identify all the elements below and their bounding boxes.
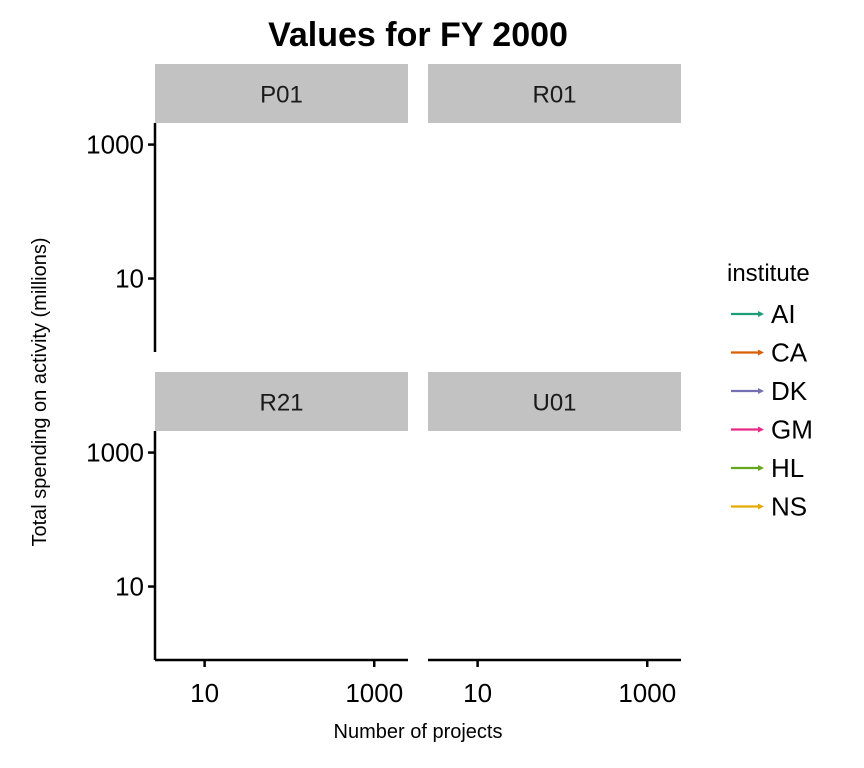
- x-tick-label: 1000: [345, 678, 403, 708]
- legend: institute AI CA DK GM HL NS: [727, 260, 813, 522]
- facet-r01: R01: [428, 64, 681, 123]
- legend-label: HL: [771, 453, 804, 483]
- legend-item-ca: CA: [731, 338, 808, 368]
- x-axis-title: Number of projects: [334, 721, 503, 743]
- legend-label: AI: [771, 299, 796, 329]
- legend-item-ns: NS: [731, 492, 807, 522]
- legend-label: GM: [771, 415, 813, 445]
- facet-strip: [428, 372, 681, 431]
- legend-key-arrow-icon: [758, 465, 764, 471]
- y-tick-label: 10: [115, 572, 144, 602]
- x-tick-label: 1000: [618, 678, 676, 708]
- legend-key-arrow-icon: [758, 388, 764, 394]
- chart-title: Values for FY 2000: [268, 16, 568, 54]
- y-tick-label: 1000: [86, 438, 144, 468]
- legend-label: NS: [771, 492, 807, 522]
- facet-strip-label: U01: [532, 390, 576, 417]
- legend-item-ai: AI: [731, 299, 796, 329]
- facet-p01: P01 10 1000: [86, 64, 408, 352]
- y-axis-title: Total spending on activity (millions): [29, 237, 51, 546]
- x-tick-label: 10: [190, 678, 219, 708]
- legend-key-arrow-icon: [758, 349, 764, 356]
- legend-item-dk: DK: [731, 376, 808, 406]
- legend-item-gm: GM: [731, 415, 813, 445]
- y-tick-label: 1000: [86, 130, 144, 160]
- x-tick-label: 10: [463, 678, 492, 708]
- facet-strip: [155, 64, 408, 123]
- legend-entries: AI CA DK GM HL NS: [731, 299, 813, 522]
- legend-key-arrow-icon: [758, 503, 764, 510]
- legend-label: DK: [771, 376, 808, 406]
- legend-key-arrow-icon: [758, 426, 764, 433]
- legend-key-arrow-icon: [758, 311, 764, 317]
- legend-item-hl: HL: [731, 453, 804, 483]
- facet-strip-label: P01: [260, 82, 303, 109]
- facet-panels: P01 10 1000 R01 R21 10 1000 10 1000 U01 10 1000: [86, 64, 681, 708]
- facet-u01: U01 10 1000: [428, 372, 681, 708]
- facet-strip: [428, 64, 681, 123]
- facet-strip-label: R21: [259, 390, 303, 417]
- legend-title: institute: [727, 260, 810, 287]
- legend-label: CA: [771, 338, 808, 368]
- y-tick-label: 10: [115, 264, 144, 294]
- facet-strip: [155, 372, 408, 431]
- facet-r21: R21 10 1000 10 1000: [86, 372, 408, 708]
- facet-strip-label: R01: [532, 82, 576, 109]
